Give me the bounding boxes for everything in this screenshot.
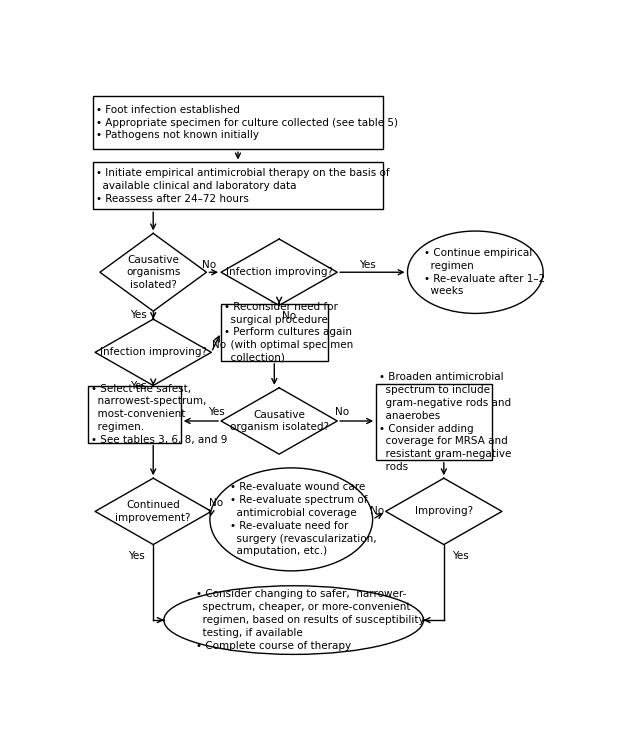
Text: Infection improving?: Infection improving? (100, 347, 207, 357)
Text: Improving?: Improving? (415, 507, 473, 516)
Text: Yes: Yes (359, 260, 376, 270)
Text: Causative
organisms
isolated?: Causative organisms isolated? (126, 255, 181, 290)
Text: Infection improving?: Infection improving? (226, 267, 332, 277)
FancyBboxPatch shape (376, 384, 492, 460)
Text: No: No (211, 340, 226, 351)
Ellipse shape (210, 468, 372, 571)
FancyBboxPatch shape (221, 304, 328, 361)
Text: • Consider changing to safer,  narrower-
  spectrum, cheaper, or more-convenient: • Consider changing to safer, narrower- … (196, 589, 425, 651)
FancyBboxPatch shape (88, 386, 181, 443)
Polygon shape (221, 388, 338, 454)
Text: Continued
improvement?: Continued improvement? (116, 500, 191, 522)
Text: • Reconsider need for
  surgical procedure
• Perform cultures again
  (with opti: • Reconsider need for surgical procedure… (224, 302, 354, 363)
Polygon shape (95, 319, 211, 386)
Text: No: No (282, 311, 296, 321)
Polygon shape (221, 239, 338, 305)
Text: No: No (335, 407, 349, 418)
Text: • Continue empirical
  regimen
• Re-evaluate after 1–2
  weeks: • Continue empirical regimen • Re-evalua… (424, 248, 546, 296)
Text: Yes: Yes (208, 407, 224, 418)
Text: • Select the safest,
  narrowest-spectrum,
  most-convenient
  regimen.
• See ta: • Select the safest, narrowest-spectrum,… (91, 383, 228, 445)
Text: Yes: Yes (128, 551, 144, 561)
Polygon shape (100, 233, 206, 311)
Polygon shape (95, 478, 211, 545)
Ellipse shape (164, 585, 424, 655)
Text: No: No (202, 260, 216, 270)
Text: Yes: Yes (130, 310, 147, 320)
Text: Yes: Yes (452, 551, 469, 561)
Text: • Foot infection established
• Appropriate specimen for culture collected (see t: • Foot infection established • Appropria… (96, 105, 398, 140)
Text: No: No (209, 498, 223, 507)
Text: Causative
organism isolated?: Causative organism isolated? (229, 410, 329, 432)
Text: • Broaden antimicrobial
  spectrum to include
  gram-negative rods and
  anaerob: • Broaden antimicrobial spectrum to incl… (379, 372, 512, 472)
Text: • Re-evaluate wound care
• Re-evaluate spectrum of
  antimicrobial coverage
• Re: • Re-evaluate wound care • Re-evaluate s… (230, 482, 377, 557)
Text: • Initiate empirical antimicrobial therapy on the basis of
  available clinical : • Initiate empirical antimicrobial thera… (96, 168, 389, 204)
FancyBboxPatch shape (92, 163, 383, 210)
Text: No: No (371, 506, 384, 516)
Text: Yes: Yes (130, 380, 147, 391)
FancyBboxPatch shape (92, 96, 383, 149)
Polygon shape (386, 478, 502, 545)
Ellipse shape (408, 231, 543, 314)
